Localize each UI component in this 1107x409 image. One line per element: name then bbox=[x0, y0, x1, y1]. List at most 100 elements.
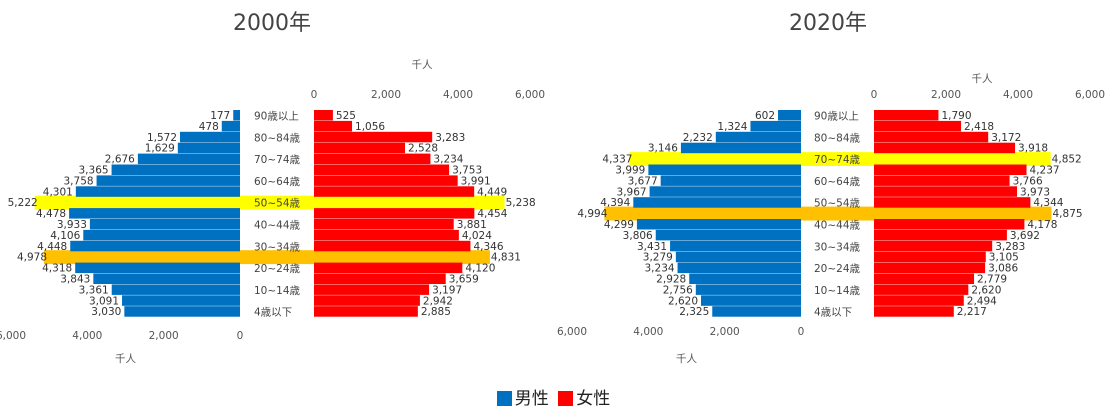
female-axis-tick-1-1: 2,000 bbox=[931, 89, 961, 101]
male-bar-1-5 bbox=[675, 251, 801, 263]
female-axis-tick-1-0: 0 bbox=[871, 89, 878, 101]
male-bar-1-11 bbox=[649, 186, 801, 197]
male-bar-1-16 bbox=[715, 131, 801, 143]
female-value-label-1-11: 3,973 bbox=[1020, 186, 1050, 198]
chart-title-0: 2000年 bbox=[233, 11, 311, 36]
female-value-label-0-7: 4,024 bbox=[462, 230, 492, 242]
female-value-label-0-0: 2,885 bbox=[421, 306, 451, 318]
female-bar-0-7 bbox=[314, 229, 459, 241]
female-bar-1-8 bbox=[874, 219, 1025, 230]
female-axis-tick-1-2: 4,000 bbox=[1003, 89, 1033, 101]
female-bar-0-18 bbox=[314, 110, 333, 121]
female-axis-tick-1-3: 6,000 bbox=[1075, 89, 1105, 101]
female-bar-1-12 bbox=[874, 175, 1010, 186]
male-axis-unit-0: 千人 bbox=[115, 353, 136, 365]
female-value-label-0-6: 4,346 bbox=[473, 241, 503, 253]
female-value-label-0-8: 3,881 bbox=[457, 219, 487, 231]
highlight-band-center-0-0 bbox=[240, 195, 314, 210]
female-bar-0-14 bbox=[314, 153, 431, 165]
female-value-label-1-18: 1,790 bbox=[941, 110, 971, 122]
male-axis-tick-0-2: 4,000 bbox=[72, 330, 102, 342]
male-bar-0-18 bbox=[233, 110, 240, 121]
male-bar-1-15 bbox=[680, 142, 801, 154]
female-bar-1-15 bbox=[874, 142, 1016, 154]
male-value-label-0-17: 478 bbox=[199, 121, 219, 133]
age-label-1-12: 60~64歳 bbox=[814, 176, 861, 188]
male-axis-tick-1-0: 0 bbox=[798, 326, 805, 338]
female-value-label-1-15: 3,918 bbox=[1018, 143, 1048, 155]
female-bar-0-3 bbox=[314, 273, 446, 284]
age-label-0-8: 40~44歳 bbox=[254, 220, 301, 232]
female-value-label-0-18: 525 bbox=[336, 110, 356, 122]
male-value-label-1-1: 2,620 bbox=[668, 295, 698, 307]
female-axis-tick-0-1: 2,000 bbox=[371, 89, 401, 101]
female-value-label-0-16: 3,283 bbox=[435, 132, 465, 144]
age-label-1-18: 90歳以上 bbox=[814, 111, 859, 123]
female-value-label-1-5: 3,105 bbox=[989, 252, 1019, 264]
male-bar-1-0 bbox=[712, 306, 801, 317]
female-bar-1-14 bbox=[874, 153, 1049, 165]
male-bar-1-2 bbox=[695, 284, 801, 295]
female-bar-1-9 bbox=[874, 208, 1050, 219]
female-value-label-1-13: 4,237 bbox=[1030, 165, 1060, 177]
female-value-label-0-17: 1,056 bbox=[355, 121, 385, 133]
female-value-label-1-1: 2,494 bbox=[967, 295, 997, 307]
male-value-label-0-9: 4,478 bbox=[36, 208, 66, 220]
male-bar-1-1 bbox=[701, 295, 801, 306]
highlight-band-center-0-1 bbox=[240, 250, 314, 265]
female-bar-1-11 bbox=[874, 186, 1018, 197]
male-bar-0-1 bbox=[122, 295, 240, 306]
male-value-label-1-6: 3,431 bbox=[637, 241, 667, 253]
legend: 男性 女性 bbox=[0, 384, 1107, 409]
male-value-label-0-2: 3,361 bbox=[79, 284, 109, 296]
male-bar-1-4 bbox=[677, 262, 801, 274]
female-value-label-0-2: 3,197 bbox=[432, 284, 462, 296]
male-axis-tick-1-1: 2,000 bbox=[710, 326, 740, 338]
age-label-1-4: 20~24歳 bbox=[814, 263, 861, 275]
male-value-label-1-3: 2,928 bbox=[656, 274, 686, 286]
male-axis-unit-1: 千人 bbox=[676, 353, 697, 365]
age-label-1-14: 70~74歳 bbox=[814, 154, 861, 166]
male-value-label-0-13: 3,365 bbox=[79, 165, 109, 177]
female-axis-unit-1: 千人 bbox=[972, 73, 993, 85]
male-bar-1-17 bbox=[750, 120, 801, 132]
female-bar-0-5 bbox=[314, 251, 488, 263]
male-bar-1-14 bbox=[635, 153, 801, 165]
chart-title-1: 2020年 bbox=[789, 11, 867, 36]
female-bar-0-16 bbox=[314, 131, 433, 143]
male-bar-1-18 bbox=[778, 110, 801, 121]
female-axis-tick-0-0: 0 bbox=[311, 89, 318, 101]
male-axis-tick-0-0: 0 bbox=[237, 330, 244, 342]
male-value-label-1-8: 4,299 bbox=[604, 219, 634, 231]
age-label-1-0: 4歳以下 bbox=[814, 307, 852, 319]
male-bar-0-9 bbox=[69, 208, 241, 219]
male-bar-0-6 bbox=[70, 240, 240, 252]
male-axis-tick-1-2: 4,000 bbox=[633, 326, 663, 338]
female-value-label-0-5: 4,831 bbox=[491, 252, 521, 264]
male-bar-1-8 bbox=[636, 219, 801, 230]
female-value-label-1-2: 2,620 bbox=[971, 284, 1001, 296]
female-value-label-1-8: 4,178 bbox=[1027, 219, 1057, 231]
male-value-label-0-6: 4,448 bbox=[37, 241, 67, 253]
female-bar-1-10 bbox=[874, 197, 1031, 208]
female-value-label-0-10: 5,238 bbox=[506, 197, 536, 209]
male-axis-tick-1-3: 6,000 bbox=[557, 326, 587, 338]
population-pyramids: 2000年 3,030 2,885 4歳以下 3,091 2,942 3,361 3,197 1… bbox=[0, 11, 1105, 365]
female-bar-1-6 bbox=[874, 240, 993, 252]
male-bar-0-13 bbox=[111, 164, 240, 175]
female-axis-tick-0-2: 4,000 bbox=[443, 89, 473, 101]
female-value-label-0-9: 4,454 bbox=[477, 208, 507, 220]
female-value-label-0-13: 3,753 bbox=[452, 165, 482, 177]
male-bar-1-9 bbox=[610, 208, 801, 219]
female-bar-1-3 bbox=[874, 273, 975, 284]
male-value-label-1-4: 3,234 bbox=[645, 263, 675, 275]
female-value-label-0-4: 4,120 bbox=[465, 263, 495, 275]
male-bar-1-12 bbox=[660, 175, 801, 186]
female-value-label-1-4: 3,086 bbox=[988, 263, 1018, 275]
female-bar-0-12 bbox=[314, 175, 458, 186]
female-value-label-1-12: 3,766 bbox=[1013, 175, 1043, 187]
male-bar-0-4 bbox=[75, 262, 240, 274]
male-bar-0-10 bbox=[40, 197, 241, 208]
male-value-label-1-0: 2,325 bbox=[679, 306, 709, 318]
female-bar-1-13 bbox=[874, 164, 1027, 175]
